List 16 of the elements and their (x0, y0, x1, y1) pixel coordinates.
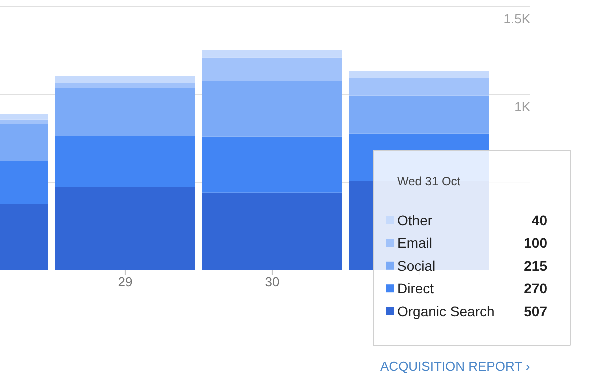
text: ACQUISITION REPORT › (380, 359, 530, 374)
x-tick-label: 30 (265, 274, 280, 290)
legend-label: Social (398, 258, 436, 274)
text: 507 (524, 303, 548, 320)
annotation: Wed 31 Oct (398, 174, 462, 188)
legend-label: Email (398, 235, 433, 252)
legend-label: Direct (398, 280, 434, 297)
annotation: 215 (524, 258, 548, 274)
y-tick-label: 1K (514, 99, 531, 114)
legend-label: Other (398, 212, 433, 228)
annotation: 100 (524, 235, 548, 252)
legend-label: Organic Search (398, 303, 495, 320)
text: 270 (524, 280, 548, 297)
x-tick-label: 29 (118, 274, 133, 290)
text: 40 (532, 212, 548, 228)
y-tick-label: 1.5K (504, 11, 531, 26)
